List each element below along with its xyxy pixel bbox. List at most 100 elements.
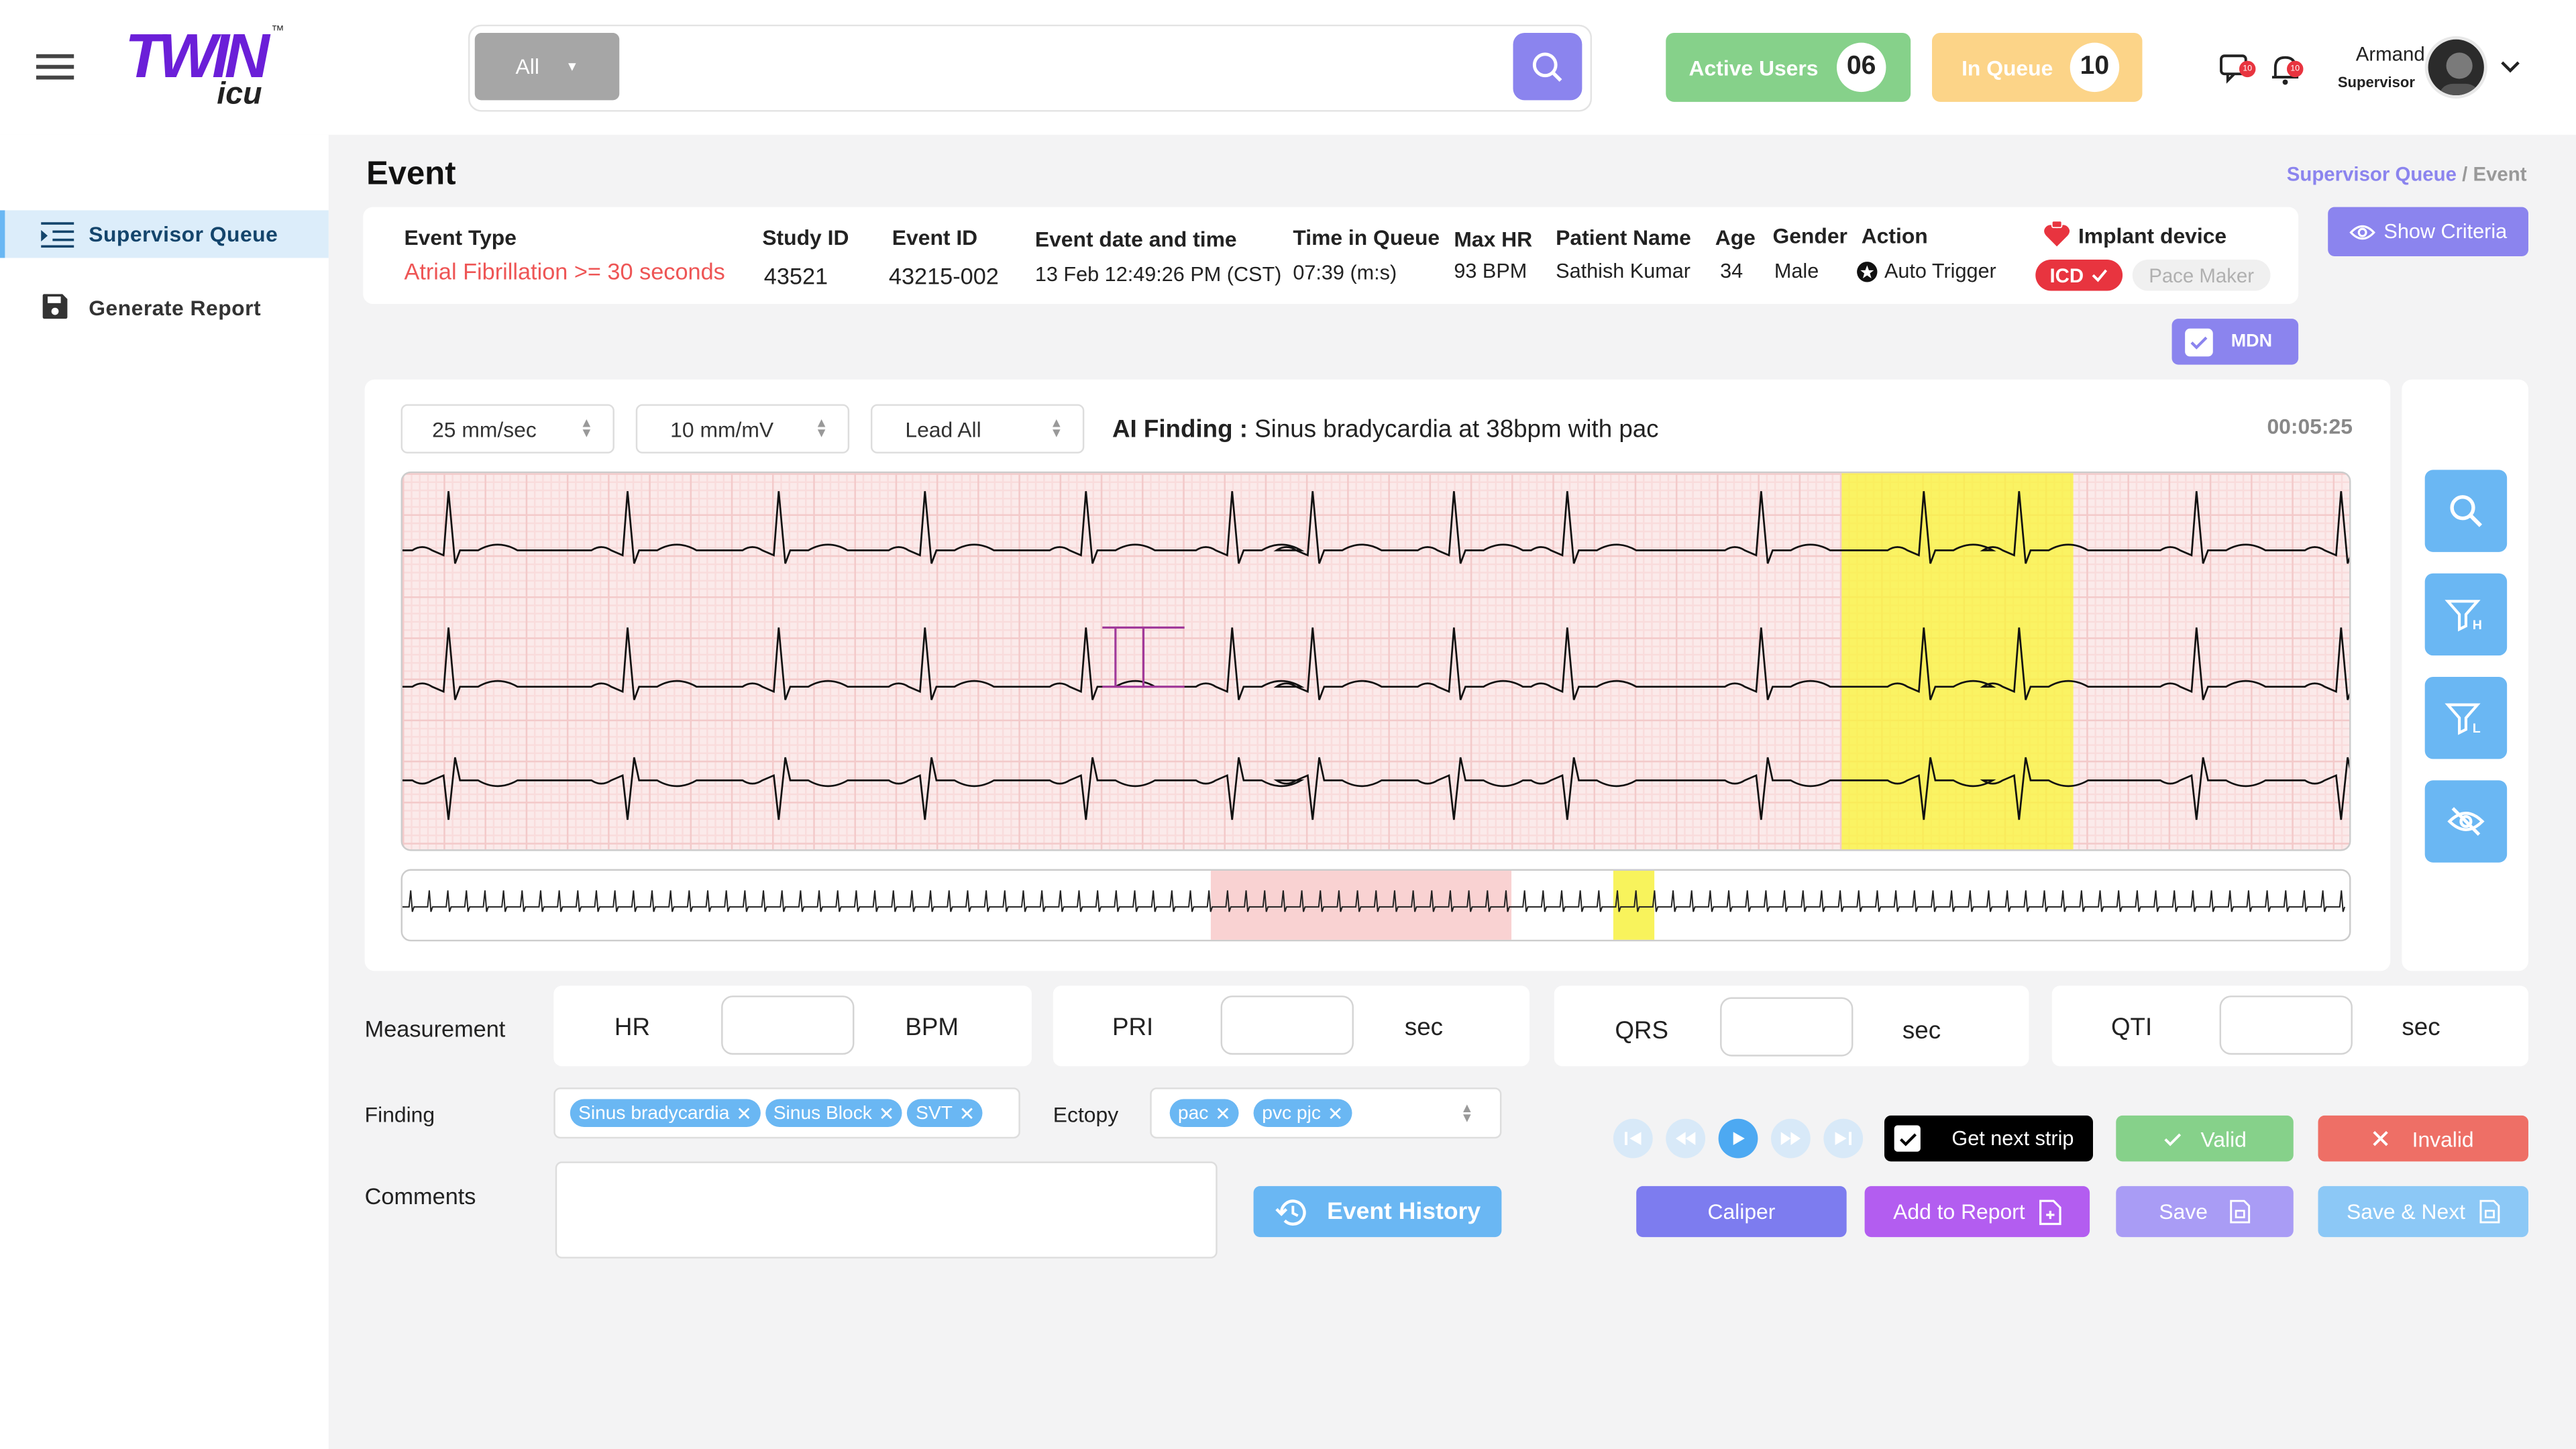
finding-chip[interactable]: SVT ✕: [907, 1099, 983, 1127]
ecg-lead-trace: [402, 491, 2350, 564]
chip-label: Sinus Block: [773, 1103, 872, 1123]
skip-start-button[interactable]: [1613, 1118, 1653, 1159]
avatar[interactable]: [2424, 36, 2487, 99]
hr-input[interactable]: [721, 996, 855, 1055]
up-down-icon: ▲ ▼: [580, 415, 594, 441]
user-name: Armand: [2355, 42, 2425, 66]
close-icon[interactable]: ✕: [878, 1104, 895, 1125]
gender-label: Gender: [1772, 223, 1847, 248]
eye-off-icon: [2447, 807, 2485, 836]
ecg-highlight-region: [1841, 473, 2074, 850]
star-badge-icon: [1857, 260, 1878, 282]
qrs-label: QRS: [1615, 1016, 1668, 1045]
bell-notification-icon[interactable]: 10: [2269, 52, 2305, 85]
gain-select[interactable]: 10 mm/mV ▲ ▼: [635, 404, 850, 453]
logo-text: TWIN: [125, 23, 270, 93]
ai-finding-value: Sinus bradycardia at 38bpm with pac: [1254, 415, 1659, 444]
sidebar-item-label: Generate Report: [89, 295, 262, 321]
search-input[interactable]: [631, 36, 1502, 99]
get-next-strip-toggle[interactable]: Get next strip: [1884, 1115, 2093, 1162]
ectopy-chip[interactable]: pvc pjc ✕: [1254, 1099, 1352, 1127]
action-label: Action: [1861, 223, 1928, 248]
close-icon[interactable]: ✕: [736, 1104, 752, 1125]
search-scope-select[interactable]: All ▼: [474, 32, 620, 101]
breadcrumb-separator: /: [2456, 162, 2473, 186]
qti-input[interactable]: [2219, 996, 2353, 1055]
skip-end-button[interactable]: [1823, 1118, 1864, 1159]
gender-value: Male: [1774, 259, 1819, 283]
save-next-button[interactable]: Save & Next: [2318, 1186, 2528, 1238]
icd-label: ICD: [2049, 264, 2084, 287]
close-icon[interactable]: ✕: [1327, 1104, 1344, 1125]
zoom-tool-button[interactable]: [2424, 470, 2508, 552]
search-button[interactable]: [1513, 32, 1582, 101]
max-hr-value: 93 BPM: [1454, 259, 1527, 283]
add-to-report-button[interactable]: Add to Report: [1864, 1186, 2090, 1238]
caliper-button[interactable]: Caliper: [1636, 1186, 1847, 1238]
hide-view-button[interactable]: [2424, 780, 2508, 863]
action-value-text: Auto Trigger: [1884, 259, 1996, 283]
mdn-toggle[interactable]: MDN: [2171, 319, 2299, 365]
sidebar-item-generate-report[interactable]: Generate Report: [0, 282, 329, 330]
sidebar-item-supervisor-queue[interactable]: Supervisor Queue: [0, 210, 329, 258]
qrs-unit: sec: [1902, 1016, 1941, 1045]
comments-label: Comments: [364, 1183, 476, 1210]
save-button[interactable]: Save: [2116, 1186, 2294, 1238]
active-users-button[interactable]: Active Users 06: [1666, 32, 1911, 102]
lead-select[interactable]: Lead All ▲ ▼: [870, 404, 1085, 453]
filter-l-button[interactable]: L: [2424, 676, 2508, 759]
hr-label: HR: [614, 1014, 650, 1042]
finding-chip[interactable]: Sinus bradycardia ✕: [570, 1099, 761, 1127]
ecg-overview-strip[interactable]: [400, 869, 2351, 942]
up-down-icon: ▲ ▼: [1050, 415, 1063, 441]
menu-icon[interactable]: [36, 52, 76, 82]
skip-start-icon: [1625, 1132, 1642, 1145]
caliper-marker[interactable]: [1093, 625, 1191, 690]
valid-button[interactable]: Valid: [2116, 1115, 2294, 1162]
implant-device-text: Implant device: [2078, 222, 2227, 248]
play-button[interactable]: [1718, 1118, 1758, 1159]
close-icon[interactable]: ✕: [959, 1104, 975, 1125]
chip-label: pvc pjc: [1262, 1103, 1321, 1123]
fast-forward-button[interactable]: [1771, 1118, 1811, 1159]
checkbox-icon: [2185, 327, 2213, 356]
show-criteria-button[interactable]: Show Criteria: [2328, 207, 2528, 257]
implant-pacemaker-toggle[interactable]: Pace Maker: [2132, 259, 2271, 291]
max-hr-label: Max HR: [1454, 226, 1533, 252]
pri-input[interactable]: [1220, 996, 1354, 1055]
filter-h-button[interactable]: H: [2424, 573, 2508, 656]
time-in-queue-label: Time in Queue: [1293, 225, 1440, 250]
qrs-input[interactable]: [1720, 997, 1854, 1057]
close-icon[interactable]: ✕: [1215, 1104, 1231, 1125]
finding-multiselect[interactable]: Sinus bradycardia ✕ Sinus Block ✕ SVT ✕: [553, 1087, 1020, 1139]
finding-chip[interactable]: Sinus Block ✕: [765, 1099, 903, 1127]
ecg-lead-trace: [402, 757, 2350, 820]
patient-name-label: Patient Name: [1556, 225, 1691, 250]
chip-label: pac: [1177, 1103, 1209, 1123]
twin-icu-logo: TWIN ™ icu: [125, 23, 305, 115]
implant-icd-toggle[interactable]: ICD: [2035, 259, 2123, 291]
sidebar: [0, 134, 329, 1449]
save-file-icon: [2229, 1199, 2250, 1224]
ectopy-multiselect[interactable]: pac ✕ pvc pjc ✕ ▲ ▼: [1150, 1087, 1502, 1139]
breadcrumb-parent[interactable]: Supervisor Queue: [2286, 162, 2457, 186]
overview-waveform: [402, 890, 2346, 912]
ecg-strip[interactable]: [400, 471, 2351, 851]
chip-label: Sinus bradycardia: [578, 1103, 730, 1123]
skip-end-icon: [1835, 1132, 1851, 1145]
rewind-button[interactable]: [1666, 1118, 1706, 1159]
invalid-button[interactable]: Invalid: [2318, 1115, 2528, 1162]
save-label: Save: [2159, 1199, 2208, 1224]
comments-textarea[interactable]: [555, 1161, 1218, 1258]
ectopy-chip[interactable]: pac ✕: [1169, 1099, 1239, 1127]
in-queue-button[interactable]: In Queue 10: [1932, 32, 2143, 102]
up-down-icon: ▲ ▼: [1460, 1100, 1474, 1126]
message-notification-icon[interactable]: 10: [2220, 52, 2256, 85]
chevron-down-icon[interactable]: [2499, 56, 2522, 75]
eye-icon: [2349, 224, 2375, 239]
ai-finding-label: AI Finding :: [1112, 415, 1248, 444]
study-id-value: 43521: [763, 262, 828, 290]
speed-select[interactable]: 25 mm/sec ▲ ▼: [400, 404, 614, 453]
event-history-button[interactable]: Event History: [1253, 1186, 1502, 1238]
check-icon: [2092, 269, 2108, 282]
